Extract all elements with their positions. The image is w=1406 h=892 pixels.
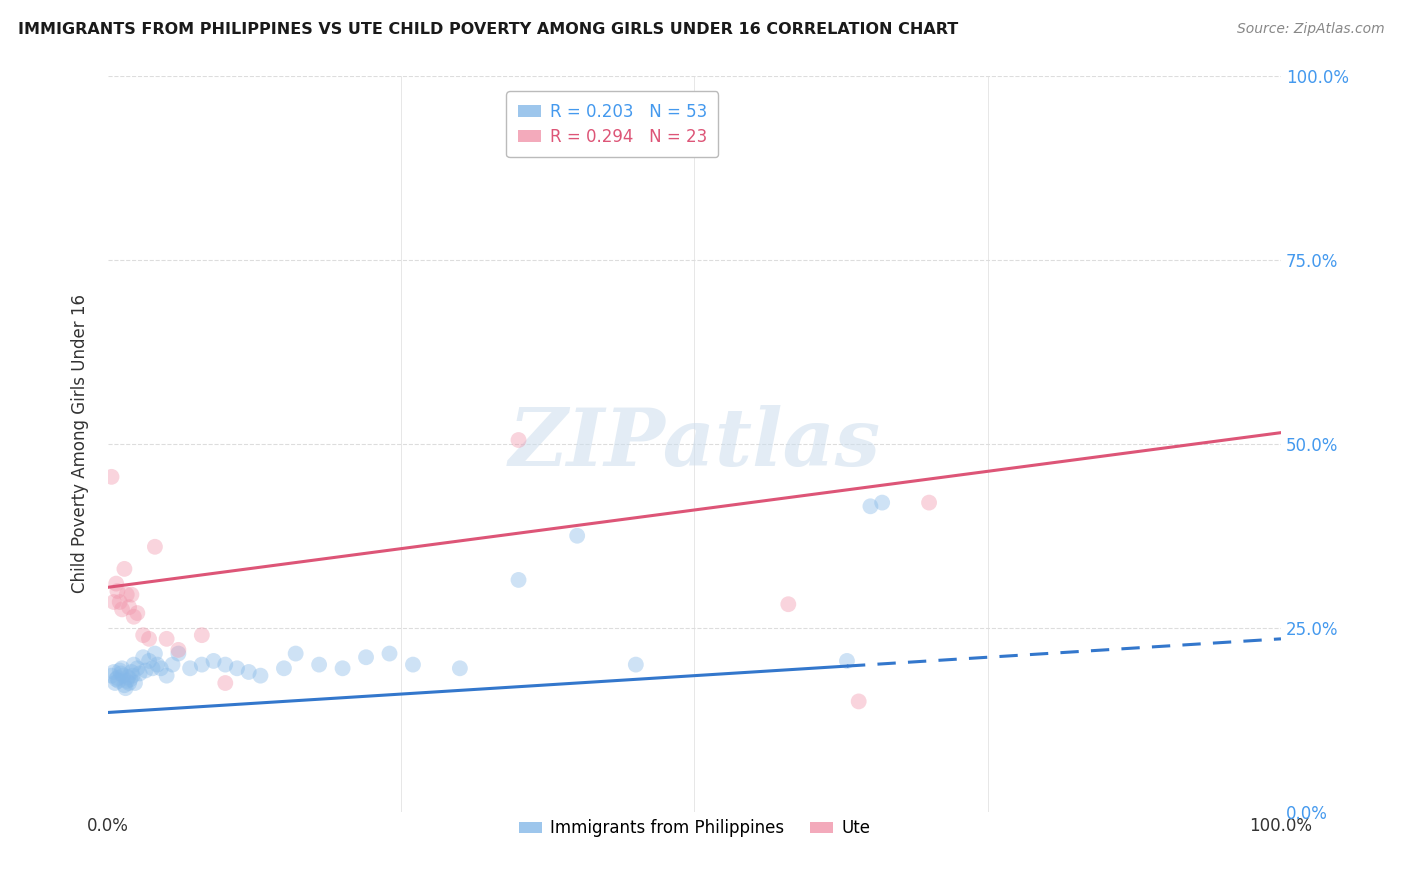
Point xyxy=(108,664,131,678)
Point xyxy=(143,540,166,554)
Point xyxy=(135,664,157,678)
Point xyxy=(273,661,295,675)
Point xyxy=(103,595,125,609)
Point xyxy=(120,588,142,602)
Point xyxy=(146,657,169,672)
Point xyxy=(124,676,146,690)
Point xyxy=(202,654,225,668)
Point xyxy=(332,661,354,675)
Point xyxy=(105,576,128,591)
Point xyxy=(127,661,149,675)
Point xyxy=(238,665,260,679)
Point xyxy=(508,433,530,447)
Point xyxy=(112,668,135,682)
Point xyxy=(132,650,155,665)
Point xyxy=(121,668,143,682)
Point xyxy=(226,661,249,675)
Point xyxy=(127,606,149,620)
Y-axis label: Child Poverty Among Girls Under 16: Child Poverty Among Girls Under 16 xyxy=(72,294,89,593)
Point xyxy=(111,661,134,675)
Point xyxy=(214,676,236,690)
Point xyxy=(122,609,145,624)
Point xyxy=(402,657,425,672)
Point xyxy=(122,657,145,672)
Text: ZIPatlas: ZIPatlas xyxy=(509,405,880,483)
Point xyxy=(624,657,647,672)
Point xyxy=(118,676,141,690)
Point xyxy=(870,495,893,509)
Point xyxy=(114,681,136,695)
Point xyxy=(105,584,128,599)
Point xyxy=(156,632,179,646)
Point xyxy=(191,628,214,642)
Point xyxy=(308,657,330,672)
Point xyxy=(167,647,190,661)
Point xyxy=(115,588,138,602)
Text: Source: ZipAtlas.com: Source: ZipAtlas.com xyxy=(1237,22,1385,37)
Point xyxy=(110,666,132,681)
Point xyxy=(859,500,882,514)
Point xyxy=(142,661,165,675)
Legend: Immigrants from Philippines, Ute: Immigrants from Philippines, Ute xyxy=(512,813,877,844)
Point xyxy=(167,643,190,657)
Point xyxy=(100,668,122,682)
Point xyxy=(449,661,471,675)
Point xyxy=(162,657,184,672)
Point xyxy=(128,666,150,681)
Point xyxy=(354,650,377,665)
Point xyxy=(115,673,138,688)
Point xyxy=(105,671,128,685)
Point xyxy=(138,632,160,646)
Point xyxy=(103,665,125,679)
Point xyxy=(138,654,160,668)
Point xyxy=(848,694,870,708)
Point xyxy=(112,678,135,692)
Point xyxy=(567,529,589,543)
Point xyxy=(118,600,141,615)
Point xyxy=(105,673,128,687)
Point xyxy=(143,647,166,661)
Point xyxy=(179,661,201,675)
Point xyxy=(108,595,131,609)
Text: IMMIGRANTS FROM PHILIPPINES VS UTE CHILD POVERTY AMONG GIRLS UNDER 16 CORRELATIO: IMMIGRANTS FROM PHILIPPINES VS UTE CHILD… xyxy=(18,22,959,37)
Point xyxy=(104,676,127,690)
Point xyxy=(120,673,142,687)
Point xyxy=(191,657,214,672)
Point xyxy=(149,661,172,675)
Point xyxy=(107,673,129,688)
Point xyxy=(918,495,941,509)
Point xyxy=(112,562,135,576)
Point xyxy=(132,628,155,642)
Point xyxy=(508,573,530,587)
Point xyxy=(835,654,858,668)
Point xyxy=(117,670,139,684)
Point xyxy=(284,647,307,661)
Point xyxy=(111,602,134,616)
Point xyxy=(100,470,122,484)
Point xyxy=(778,597,800,611)
Point xyxy=(249,668,271,682)
Point xyxy=(214,657,236,672)
Point xyxy=(120,665,142,679)
Point xyxy=(378,647,401,661)
Point xyxy=(156,668,179,682)
